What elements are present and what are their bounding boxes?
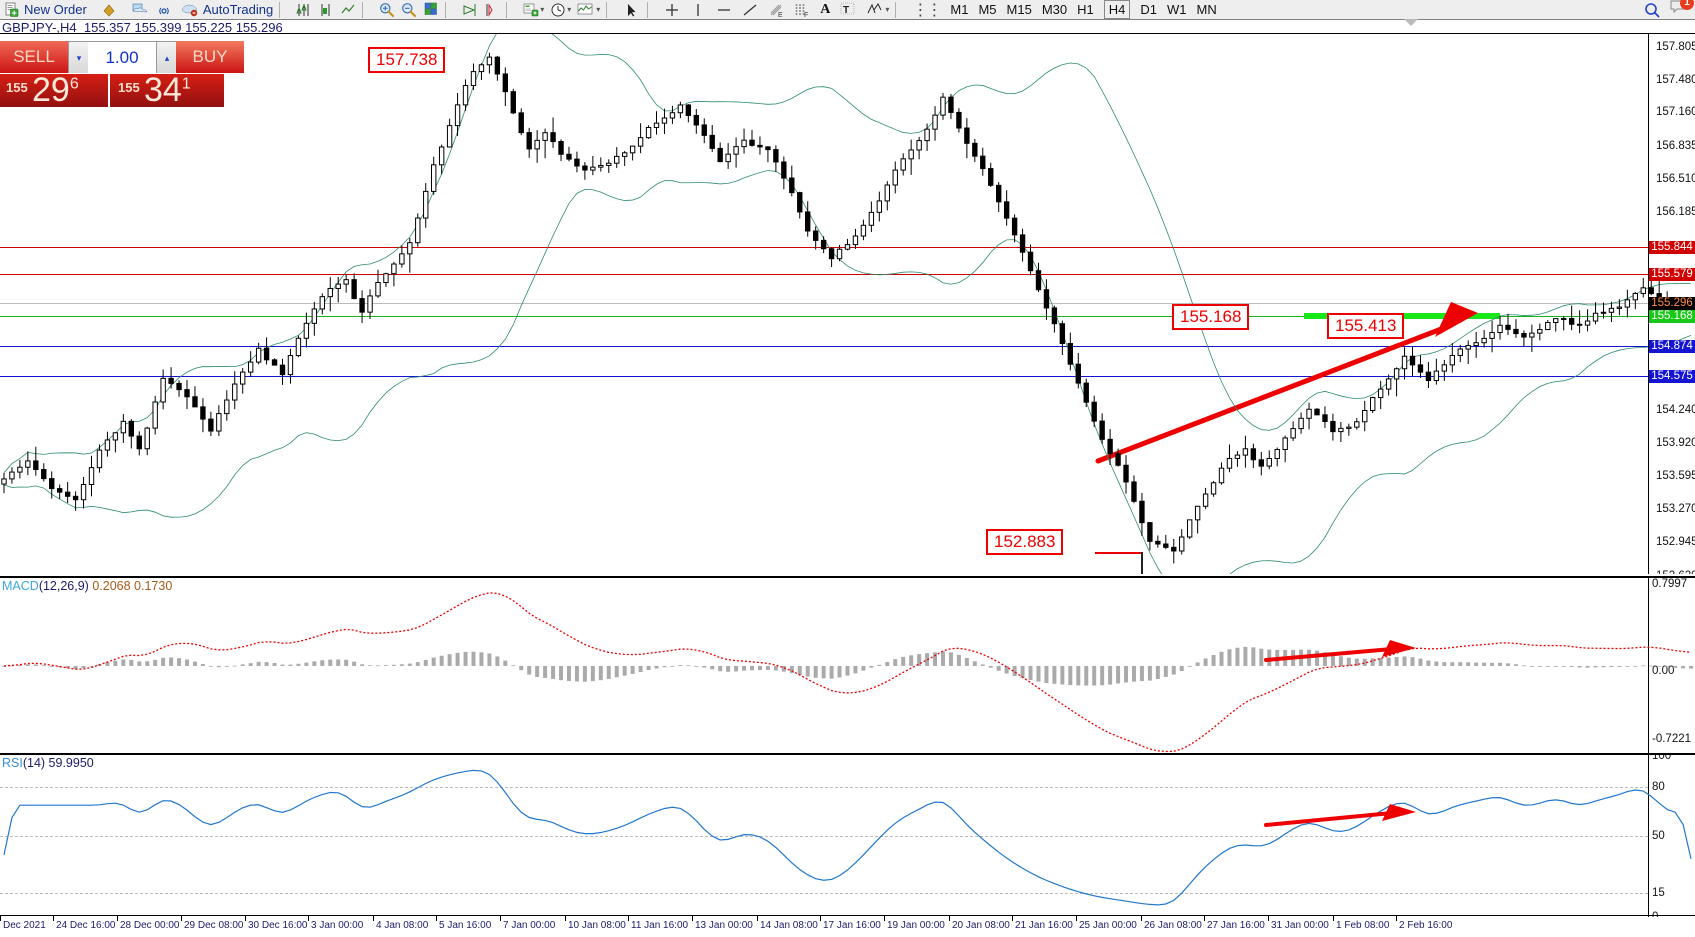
svg-text:F: F bbox=[804, 12, 808, 18]
svg-text:T: T bbox=[843, 5, 849, 16]
svg-text:E: E bbox=[778, 12, 783, 18]
